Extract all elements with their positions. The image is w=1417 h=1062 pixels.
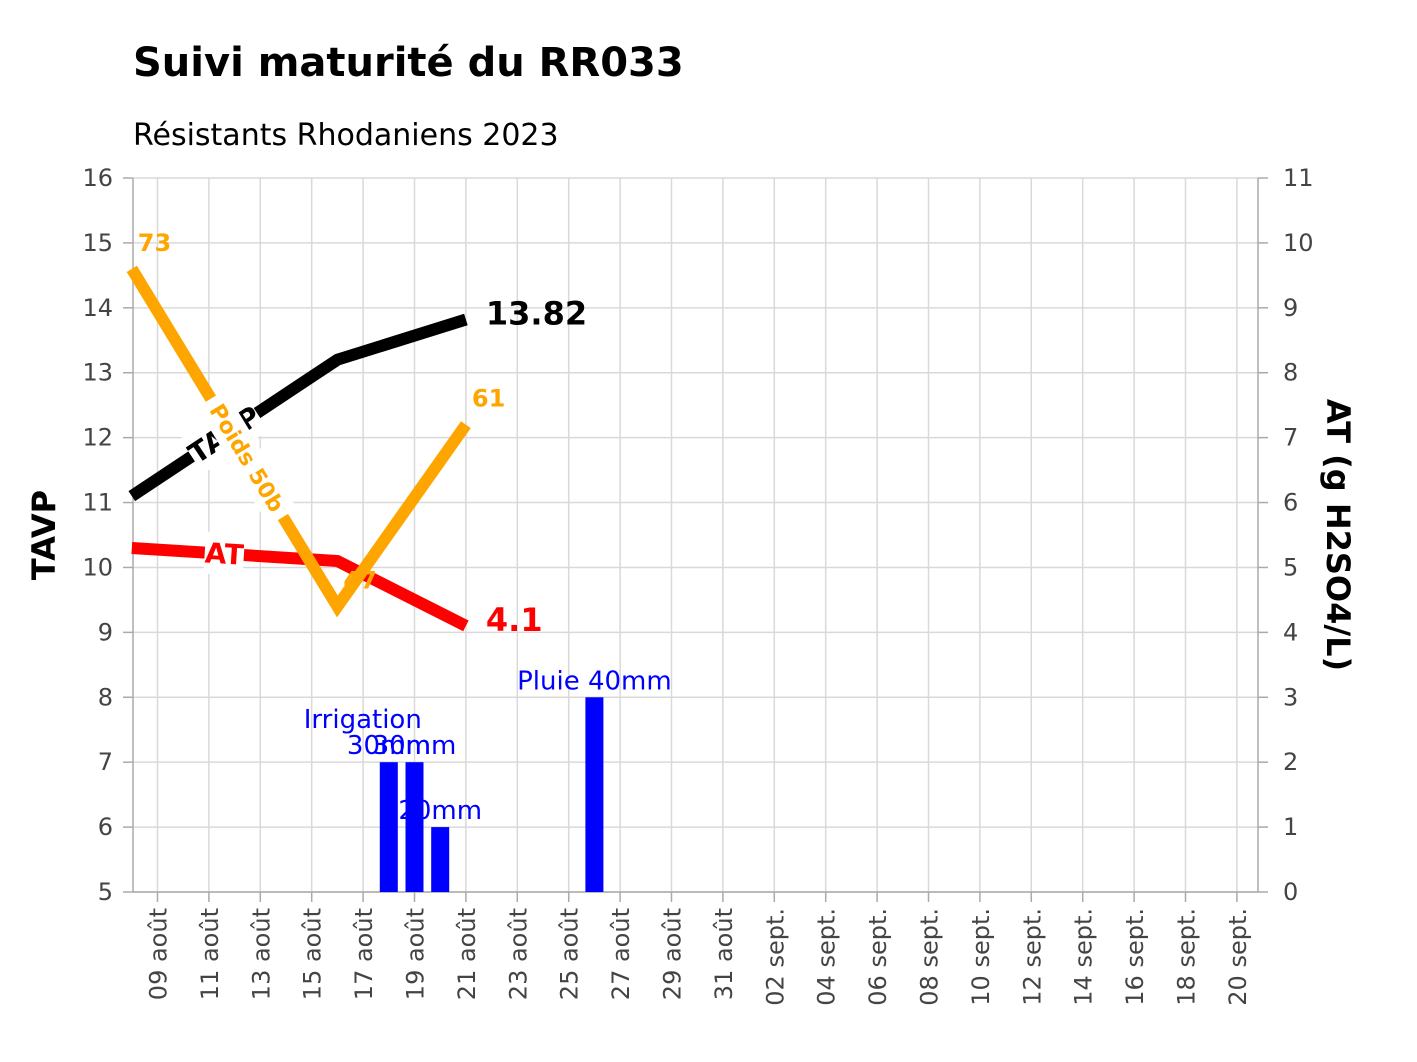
x-tick-label: 11 août (196, 908, 224, 1000)
left-tick-label: 7 (98, 748, 113, 776)
left-tick-label: 11 (82, 489, 113, 517)
series-line-1 (131, 542, 469, 632)
point-label: 73 (138, 229, 171, 257)
x-tick-label: 20 sept. (1224, 908, 1252, 1006)
series-end-label: 4.1 (486, 601, 543, 639)
x-tick-label: 14 sept. (1070, 908, 1098, 1006)
right-tick-label: 11 (1283, 164, 1314, 192)
series-line-2 (126, 265, 471, 618)
bar-label: 30mm (347, 731, 431, 761)
left-tick-label: 9 (98, 618, 113, 646)
irrigation-annotation: Irrigation (304, 705, 422, 735)
x-tick-label: 04 sept. (813, 908, 841, 1006)
x-tick-label: 16 sept. (1121, 908, 1149, 1006)
x-tick-label: 15 août (299, 908, 327, 1000)
left-tick-label: 10 (82, 553, 113, 581)
right-tick-label: 2 (1283, 748, 1298, 776)
series-name: AT (204, 536, 245, 571)
bar (379, 762, 398, 892)
right-tick-labels: 0 1 2 3 4 5 6 7 8 9 10 11 (1283, 164, 1314, 906)
right-tick-label: 0 (1283, 878, 1298, 906)
right-tick-label: 9 (1283, 294, 1298, 322)
x-tick-label: 23 août (504, 908, 532, 1000)
x-tick-label: 21 août (453, 908, 481, 1000)
right-tick-label: 8 (1283, 359, 1298, 387)
x-tick-label: 29 août (659, 908, 687, 1000)
right-tick-label: 6 (1283, 489, 1298, 517)
left-tick-label: 5 (98, 878, 113, 906)
right-tick-label: 7 (1283, 424, 1298, 452)
x-tick-label: 19 août (402, 908, 430, 1000)
left-tick-labels: 5 6 7 8 9 10 11 12 13 14 15 16 (82, 164, 113, 906)
x-tick-label: 08 sept. (916, 908, 944, 1006)
x-tick-labels: 09 août 11 août 13 août 15 août 17 août 19 ao… (145, 908, 1252, 1006)
x-tick-label: 31 août (710, 908, 738, 1000)
x-tick-label: 12 sept. (1018, 908, 1046, 1006)
right-tick-label: 1 (1283, 813, 1298, 841)
bar-label: 30mm (373, 731, 457, 761)
point-label: 47 (343, 566, 376, 594)
bar (431, 827, 450, 892)
right-tick-label: 3 (1283, 683, 1298, 711)
right-tick-label: 4 (1283, 618, 1298, 646)
x-tick-label: 13 août (247, 908, 275, 1000)
axes (132, 178, 1259, 893)
bar-label: Pluie 40mm (517, 666, 672, 696)
left-tick-label: 15 (82, 229, 113, 257)
x-tick-label: 06 sept. (864, 908, 892, 1006)
series-end-label: 13.82 (486, 295, 587, 333)
left-tick-label: 16 (82, 164, 113, 192)
x-tick-label: 17 août (350, 908, 378, 1000)
x-tick-label: 27 août (607, 908, 635, 1000)
x-tick-label: 02 sept. (761, 908, 789, 1006)
left-tick-label: 14 (82, 294, 113, 322)
left-tick-label: 6 (98, 813, 113, 841)
bar (405, 762, 424, 892)
x-tick-label: 10 sept. (967, 908, 995, 1006)
bar-label: 20mm (398, 796, 482, 826)
x-tick-label: 25 août (556, 908, 584, 1000)
y2-axis-title: AT (g H2SO4/L) (1319, 399, 1357, 671)
series-name-bg (203, 531, 246, 576)
right-tick-label: 5 (1283, 553, 1298, 581)
series-name-bg (196, 390, 298, 526)
left-tick-label: 12 (82, 424, 113, 452)
series-name-group: AT (203, 531, 246, 576)
bar (585, 697, 604, 892)
right-tick-label: 10 (1283, 229, 1314, 257)
left-tick-label: 8 (98, 683, 113, 711)
point-label: 61 (472, 385, 505, 413)
x-tick-label: 18 sept. (1173, 908, 1201, 1006)
y-axis-title: TAVP (25, 490, 63, 580)
x-tick-label: 09 août (145, 908, 173, 1000)
left-tick-label: 13 (82, 359, 113, 387)
chart-subtitle: Résistants Rhodaniens 2023 (133, 118, 559, 153)
chart-title: Suivi maturité du RR033 (133, 40, 684, 86)
